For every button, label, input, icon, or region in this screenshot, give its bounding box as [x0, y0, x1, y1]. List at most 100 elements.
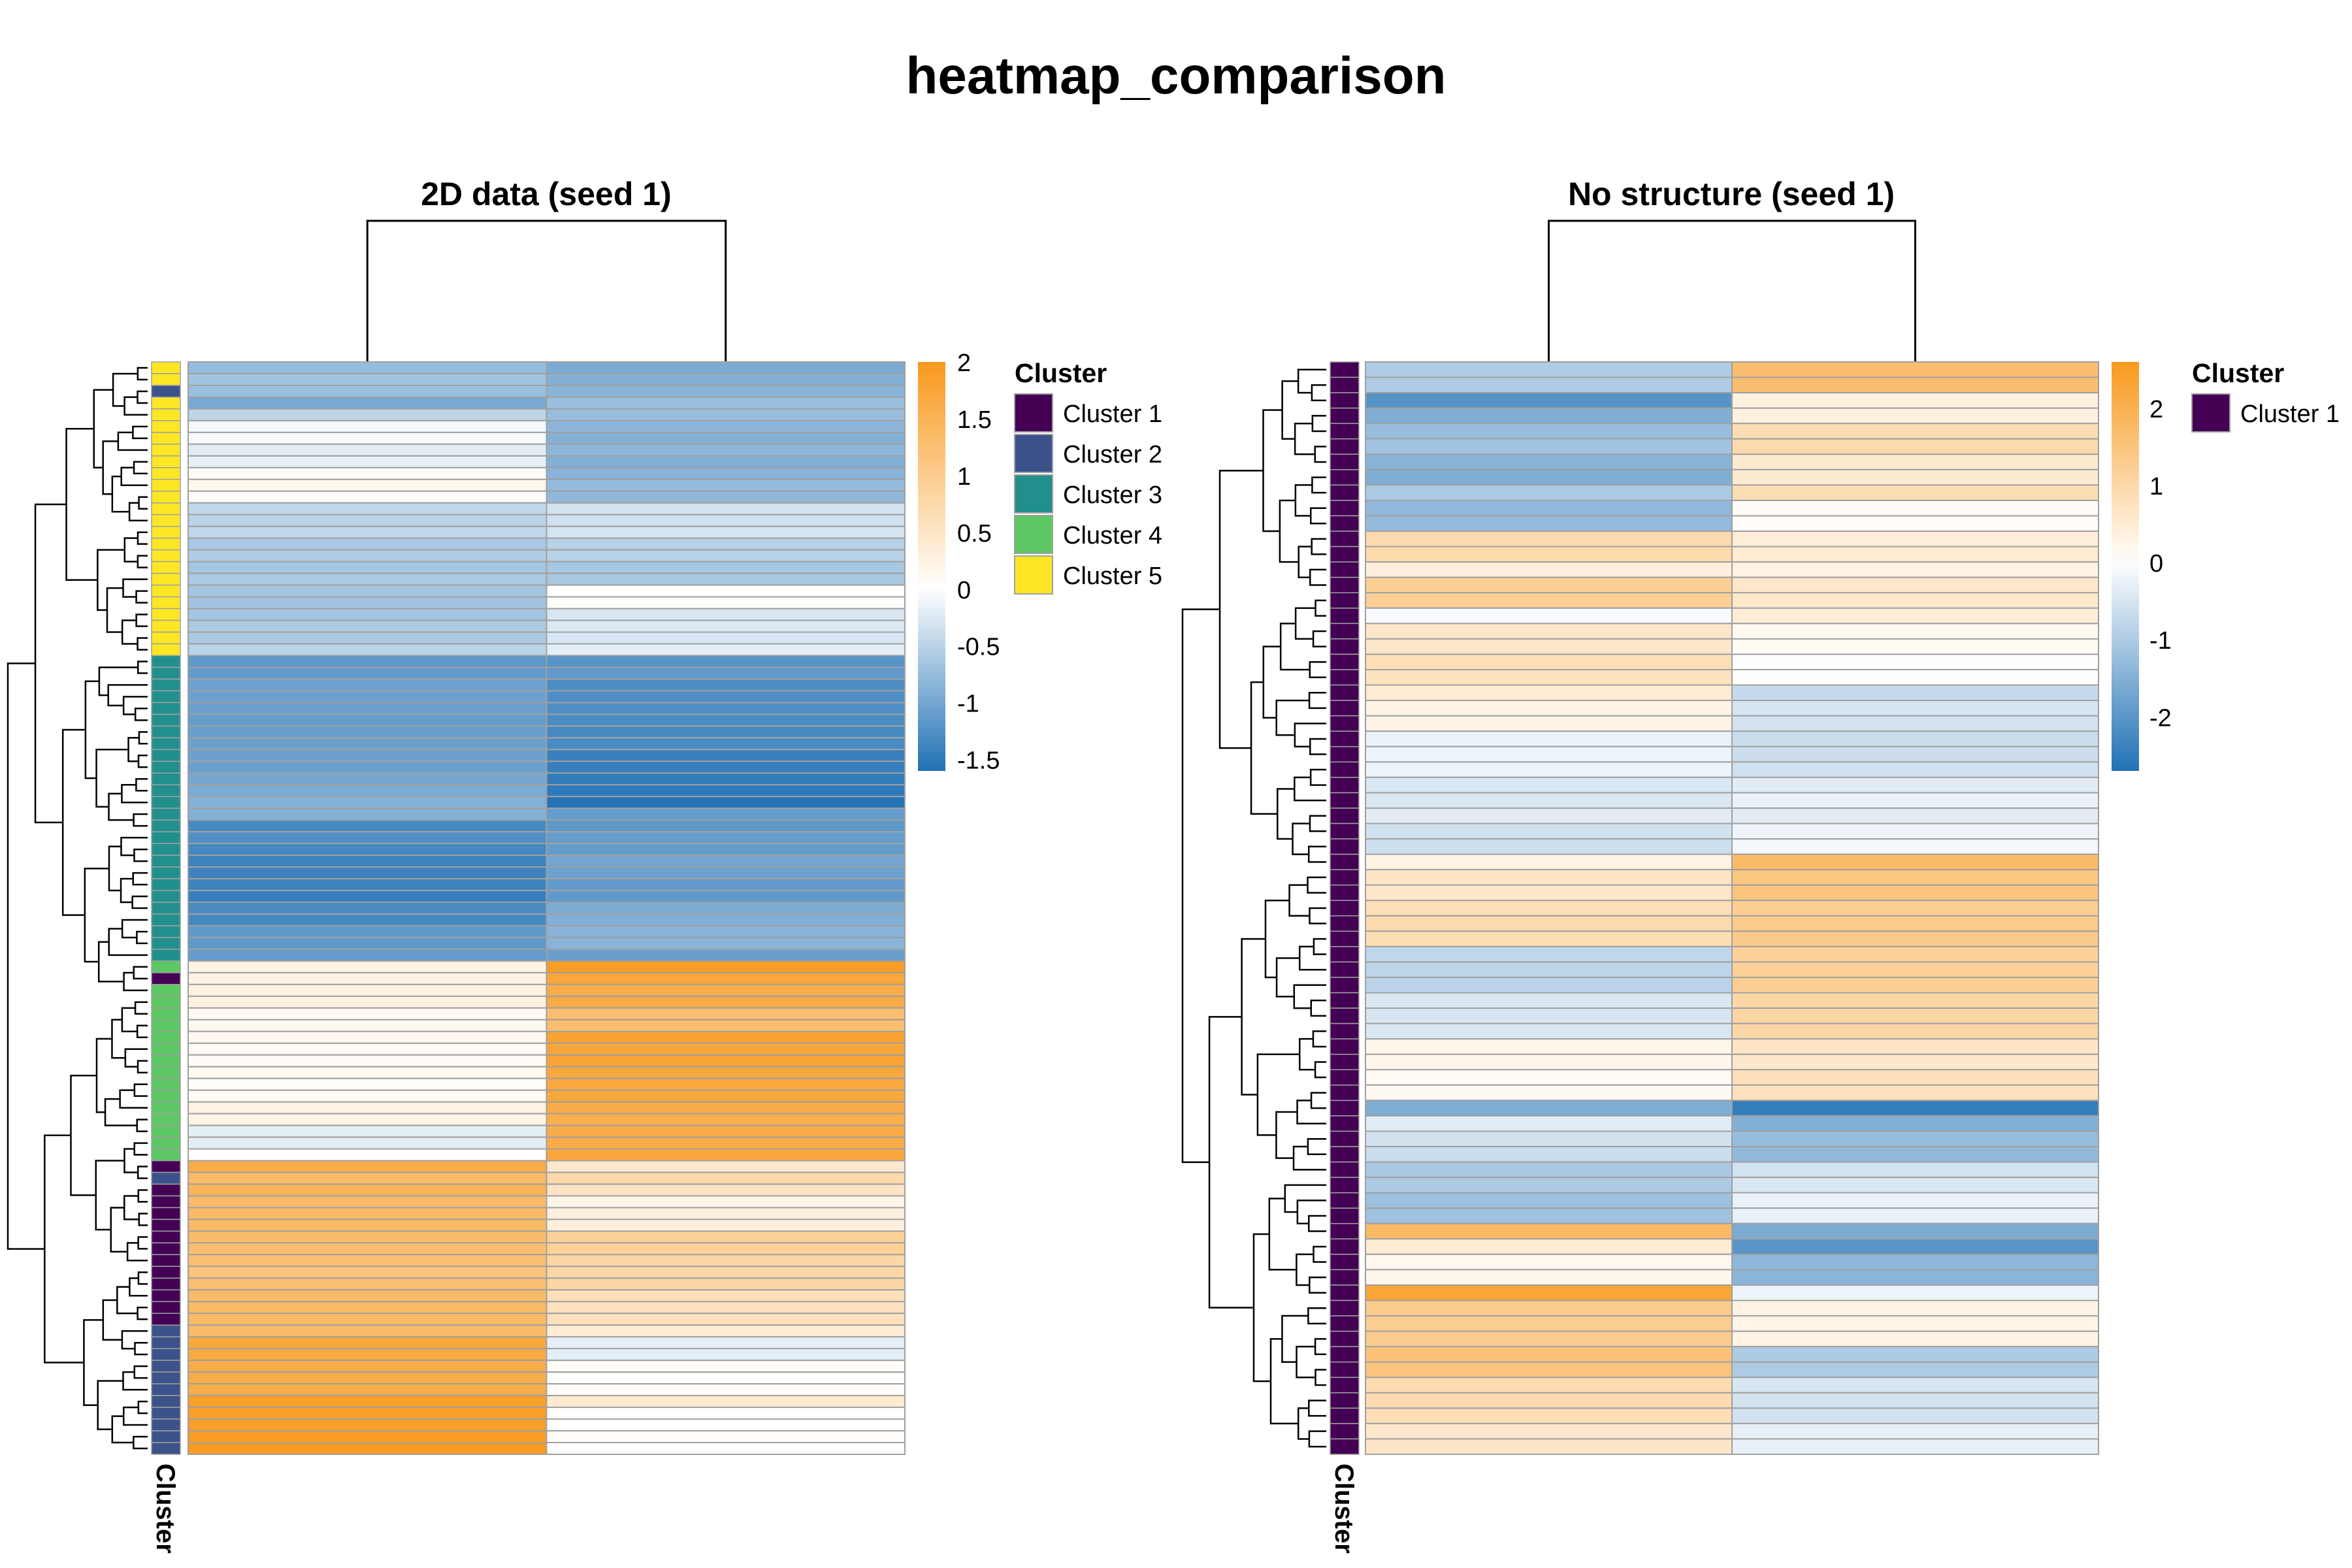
heatmap-cell — [546, 866, 906, 880]
heatmap-cell — [188, 690, 547, 704]
heatmap-cell — [546, 1313, 906, 1326]
dendrogram-branch — [1307, 1307, 1326, 1325]
heatmap-cell — [188, 466, 547, 480]
heatmap-cell — [188, 749, 547, 762]
dendrogram-branch — [137, 555, 148, 568]
cluster-annotation-cell — [1330, 1315, 1360, 1332]
cluster-annotation-cell — [151, 831, 181, 844]
heatmap-cell — [188, 1407, 547, 1420]
cluster-annotation-cell — [151, 878, 181, 891]
dendrogram-branch — [1309, 568, 1326, 586]
cluster-annotation-cell — [1330, 453, 1360, 470]
heatmap-cell — [1731, 1315, 2099, 1332]
dendrogram-branch — [1309, 907, 1326, 924]
cluster-annotation-cell — [151, 949, 181, 962]
heatmap-cell — [1365, 407, 1733, 425]
heatmap-cell — [546, 1266, 906, 1279]
cluster-annotation-cell — [1330, 900, 1360, 917]
heatmap-cell — [1365, 945, 1733, 963]
heatmap-cell — [546, 1230, 906, 1244]
cluster-annotation-cell — [151, 866, 181, 879]
cluster-annotation-cell — [151, 1407, 181, 1420]
dendrogram-branch — [1315, 1369, 1326, 1386]
heatmap-cell — [188, 584, 547, 598]
heatmap-cell — [1731, 700, 2099, 717]
color-scale-tick-label: 1 — [2149, 473, 2163, 500]
dendrogram-branch — [1312, 1030, 1326, 1048]
dendrogram-branch — [137, 1400, 148, 1414]
cluster-annotation-cell — [151, 1395, 181, 1408]
cluster-annotation-cell — [1330, 1377, 1360, 1394]
dendrogram-branch — [1309, 661, 1326, 679]
heatmap-cell — [188, 443, 547, 457]
heatmap-cell — [1365, 484, 1733, 501]
cluster-annotation-cell — [151, 925, 181, 938]
heatmap-cell — [188, 1160, 547, 1173]
heatmap-cell — [188, 1054, 547, 1068]
heatmap-cell — [1731, 1069, 2099, 1086]
heatmap-cells — [1365, 361, 2099, 1455]
heatmap-cell — [546, 1442, 906, 1455]
column-dendrogram-branch — [1548, 220, 1916, 362]
heatmap-cell — [1365, 1422, 1733, 1440]
cluster-annotation-cell — [1330, 715, 1360, 732]
legend-title: Cluster — [2192, 358, 2284, 388]
heatmap-cell — [546, 1430, 906, 1444]
dendrogram-branch — [108, 928, 148, 956]
heatmap-cell — [188, 1289, 547, 1303]
heatmap-cell — [188, 596, 547, 610]
heatmap-cell — [546, 843, 906, 857]
dendrogram-branch — [1310, 507, 1326, 525]
heatmap-cell — [546, 784, 906, 798]
dendrogram-branch — [1314, 446, 1326, 463]
dendrogram-branch — [133, 813, 148, 827]
cluster-annotation-cell — [151, 1019, 181, 1032]
heatmap-cell — [1365, 592, 1733, 609]
heatmap-cell — [1365, 1407, 1733, 1424]
cluster-annotation-cell — [151, 385, 181, 398]
heatmap-cell — [546, 749, 906, 762]
dendrogram-branch — [1311, 384, 1326, 402]
heatmap-cell — [1731, 884, 2099, 902]
dendrogram-branch — [137, 1271, 148, 1285]
heatmap-cell — [546, 1066, 906, 1079]
cluster-annotation-cell — [1330, 977, 1360, 994]
heatmap-cell — [188, 408, 547, 421]
dendrogram-branch — [97, 1380, 123, 1431]
heatmap-cell — [546, 1183, 906, 1197]
heatmap-cell — [188, 1230, 547, 1244]
color-scale-bar: 2 1.5 1 0.5 0 -0.5 -1 -1.5 — [918, 350, 1000, 775]
cluster-annotation-cell — [1330, 361, 1360, 378]
cluster-annotation-cell — [151, 420, 181, 433]
heatmap-cell — [1365, 884, 1733, 902]
heatmap-cell — [1365, 992, 1733, 1009]
dendrogram-branch — [83, 1319, 103, 1406]
heatmap-cell — [188, 948, 547, 962]
heatmap-cell — [1365, 1084, 1733, 1102]
heatmap-cell — [546, 831, 906, 845]
heatmap-cell — [546, 1383, 906, 1397]
heatmap-cell — [1731, 1269, 2099, 1286]
color-scale-tick-label: 0 — [957, 577, 971, 604]
cluster-annotation-cell — [151, 784, 181, 797]
heatmap-cell — [188, 478, 547, 492]
heatmap-cell — [546, 1019, 906, 1032]
cluster-annotation-cell — [1330, 1007, 1360, 1024]
heatmap-cell — [188, 890, 547, 904]
cluster-annotation-cell — [151, 502, 181, 515]
heatmap-cell — [188, 878, 547, 892]
heatmap-cell — [1731, 1222, 2099, 1240]
heatmap-cell — [1365, 546, 1733, 563]
heatmap-cell — [546, 1336, 906, 1350]
color-scale-tick-label: -1 — [2149, 627, 2172, 655]
cluster-annotation-cell — [1330, 1284, 1360, 1301]
heatmap-cell — [1731, 1377, 2099, 1394]
cluster-annotation-cell — [1330, 1438, 1360, 1455]
heatmap-cell — [188, 431, 547, 445]
heatmap-cell — [546, 537, 906, 551]
legend-swatch — [1014, 474, 1053, 514]
heatmap-cell — [1731, 376, 2099, 394]
heatmap-cell — [1365, 515, 1733, 532]
cluster-annotation-cell — [1330, 1346, 1360, 1363]
dendrogram-branch — [1310, 1000, 1326, 1017]
